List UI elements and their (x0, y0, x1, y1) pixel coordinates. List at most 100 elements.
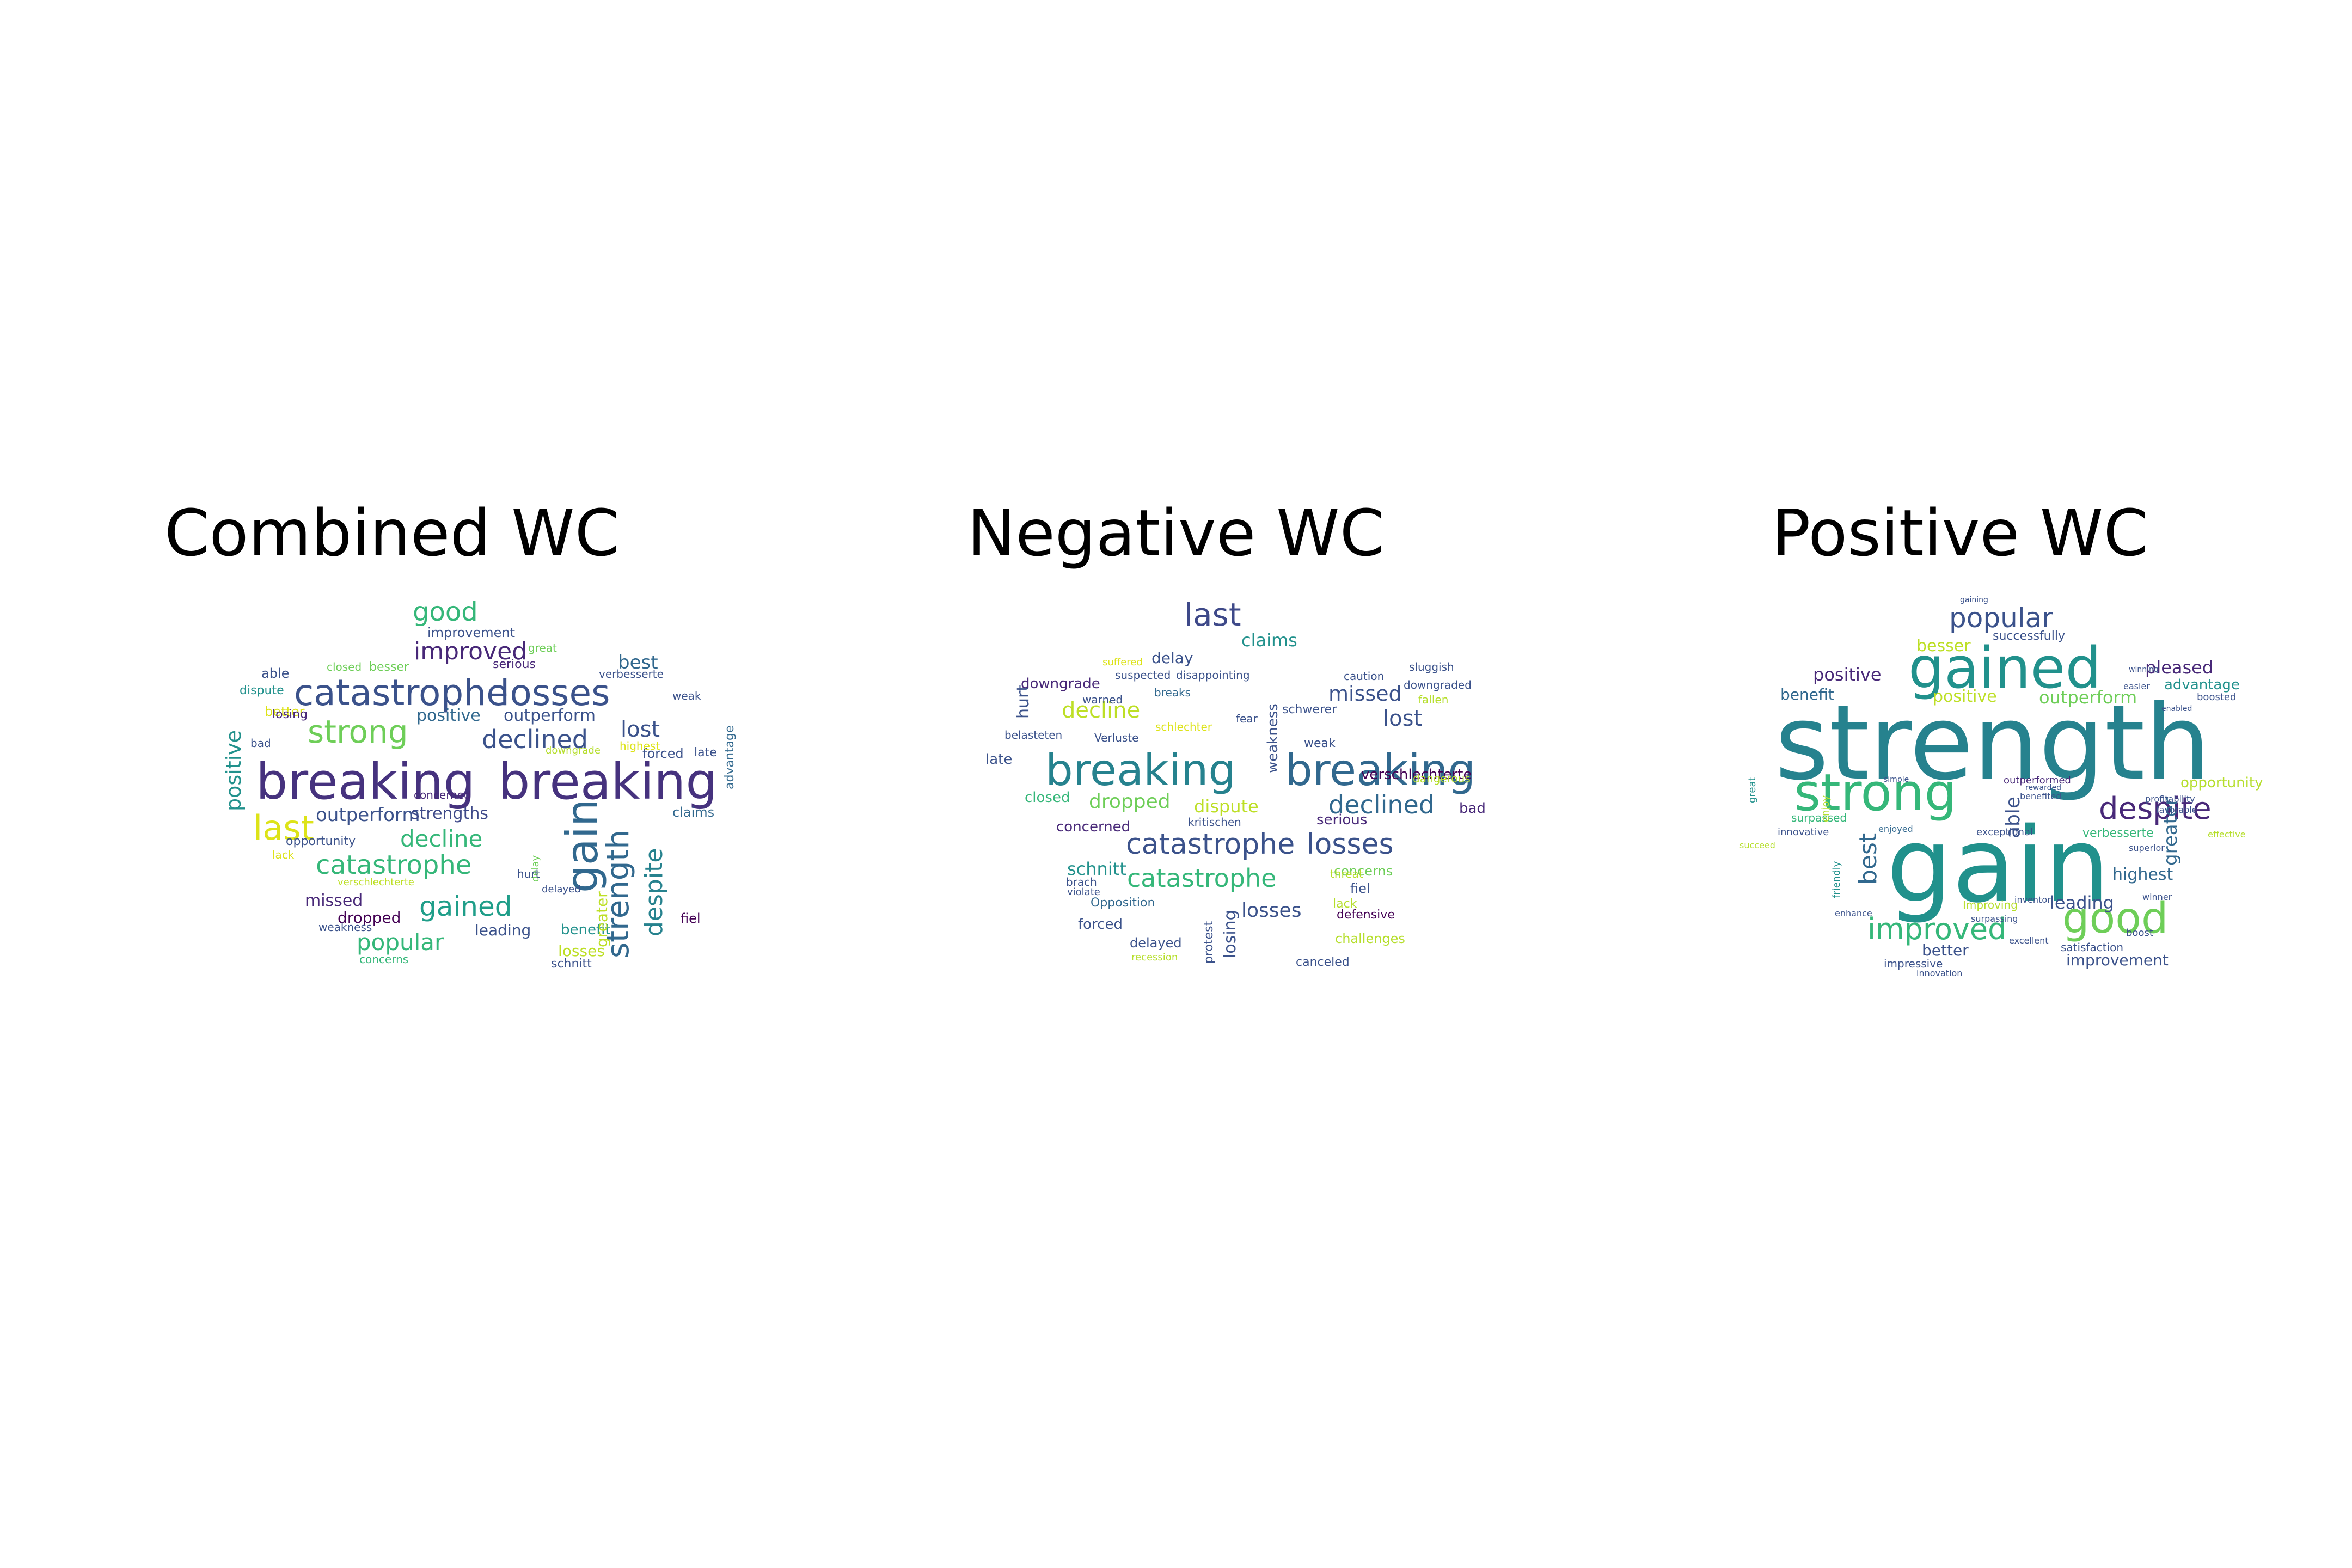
cloud-word: strong (1794, 763, 1957, 823)
cloud-word: positive (1933, 687, 1997, 706)
cloud-word: fear (1236, 712, 1258, 725)
cloud-word: bad (250, 737, 271, 750)
cloud-word: catastrophe (1126, 828, 1295, 861)
cloud-word: hurt (517, 867, 540, 880)
cloud-word: serious (1316, 812, 1368, 828)
cloud-word: breaking (1285, 745, 1476, 795)
cloud-word: catastrophe (1127, 863, 1277, 893)
cloud-word: strength (1775, 683, 2211, 803)
cloud-word: canceled (1296, 955, 1350, 969)
cloud-word: caution (1344, 670, 1385, 683)
cloud-word: missed (1328, 682, 1402, 706)
cloud-word: simple (1884, 775, 1909, 784)
cloud-word: threat (1330, 867, 1363, 880)
cloud-word: best (618, 652, 658, 673)
cloud-word: lost (1383, 706, 1423, 731)
cloud-word: enabled (2161, 705, 2192, 713)
cloud-word: last (1184, 596, 1241, 633)
cloud-word: missed (305, 891, 363, 910)
cloud-word: popular (357, 929, 444, 955)
cloud-word: gaining (1960, 596, 1988, 604)
cloud-word: catastrophe (316, 850, 472, 880)
cloud-word: challenges (1335, 931, 1405, 946)
cloud-word: schwerer (1282, 703, 1337, 716)
cloud-word: despite (2099, 791, 2212, 826)
cloud-word: superior (2129, 843, 2165, 853)
cloud-word: schlechter (1155, 720, 1212, 733)
cloud-word: able (261, 666, 290, 681)
cloud-word: best (1854, 832, 1882, 885)
cloud-word: positive (1813, 664, 1882, 685)
cloud-word: winning (2129, 665, 2159, 674)
cloud-word: winner (2142, 892, 2172, 902)
cloud-word: recession (1131, 952, 1178, 963)
cloud-word: losses (500, 672, 610, 714)
cloud-word: breaking (498, 752, 718, 811)
cloud-word: breaking (256, 752, 475, 811)
wordcloud: strength gain gained strong good despite… (1568, 0, 2352, 1568)
cloud-word: surpassing (1971, 914, 2018, 924)
cloud-word: concerned (414, 788, 471, 801)
cloud-word: rewarded (2025, 783, 2061, 792)
cloud-word: decline (1062, 698, 1141, 723)
cloud-word: enjoyed (1878, 824, 1913, 834)
cloud-word: pleased (2145, 657, 2214, 678)
cloud-word: boost (2126, 927, 2153, 939)
cloud-word: excellent (2009, 935, 2049, 946)
cloud-word: sluggish (1409, 660, 1454, 673)
wordcloud-panel-positive: Positive WC strength gain gained strong … (1568, 0, 2352, 1568)
cloud-word: kritischen (1188, 816, 1241, 829)
cloud-word: verschlechterte (1361, 767, 1472, 783)
cloud-word: good (2062, 894, 2169, 943)
cloud-word: outperform (2039, 687, 2137, 708)
cloud-word: opportunity (2180, 775, 2263, 791)
cloud-word: concerns (359, 953, 409, 966)
cloud-word: breaking (1045, 745, 1236, 795)
cloud-word: better (1922, 941, 1969, 959)
cloud-word: improvement (427, 625, 516, 640)
cloud-word: easier (2123, 681, 2150, 691)
cloud-word: suspected (1115, 669, 1171, 682)
cloud-word: improved (1867, 912, 2007, 946)
cloud-word: concerned (1056, 819, 1131, 835)
cloud-word: delay (1152, 649, 1193, 667)
cloud-word: friendly (1831, 861, 1842, 898)
cloud-word: popular (1949, 602, 2053, 634)
cloud-word: strengths (411, 804, 488, 823)
cloud-word: positive (416, 706, 481, 725)
cloud-word: breaks (1154, 686, 1191, 699)
cloud-word: belasteten (1004, 728, 1063, 742)
cloud-word: despite (640, 848, 668, 936)
wordcloud: breaking breaking catastrophe losses gai… (0, 0, 784, 1568)
cloud-word: highest (2112, 865, 2173, 884)
cloud-word: downgrade (1021, 676, 1100, 692)
cloud-word: defensive (1337, 908, 1395, 922)
cloud-word: claims (672, 805, 715, 820)
cloud-word: dropped (338, 909, 401, 927)
cloud-word: impressive (1884, 957, 1943, 970)
cloud-word: benefit (1780, 685, 1834, 703)
cloud-word: disappointing (1176, 669, 1250, 682)
cloud-word: improved (414, 638, 528, 665)
cloud-word: forced (1078, 916, 1123, 933)
cloud-word: bad (1459, 800, 1486, 817)
cloud-word: protest (1202, 921, 1216, 964)
cloud-word: great (528, 641, 557, 654)
wordcloud: breaking breaking catastrophe losses las… (784, 0, 1568, 1568)
cloud-word: downgrade (546, 745, 601, 756)
cloud-word: leading (2050, 892, 2114, 913)
cloud-word: successfully (1993, 629, 2065, 643)
cloud-word: besser (1916, 636, 1971, 656)
cloud-word: lack (1333, 897, 1357, 911)
cloud-word: boosted (2197, 691, 2237, 703)
cloud-word: better (265, 704, 305, 719)
panel-title: Positive WC (1772, 495, 2148, 571)
cloud-word: lost (621, 717, 660, 742)
cloud-word: innovative (1778, 826, 1829, 838)
cloud-word: benefit (561, 922, 611, 938)
cloud-word: strong (308, 713, 408, 750)
cloud-word: closed (1025, 789, 1070, 806)
cloud-word: violate (1067, 886, 1100, 898)
cloud-word: benefited (2020, 791, 2062, 801)
cloud-word: positive (222, 730, 246, 811)
